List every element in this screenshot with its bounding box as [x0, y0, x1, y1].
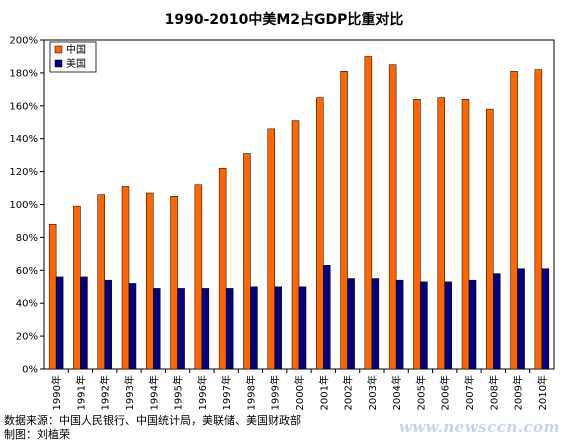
bar-usa	[517, 268, 525, 370]
bar-usa	[347, 278, 355, 370]
y-tick-label: 140%	[9, 134, 38, 145]
x-tick-label: 1996年	[196, 375, 209, 410]
bar-usa	[225, 288, 234, 370]
legend-label-china: 中国	[66, 43, 86, 56]
bar-china	[534, 69, 543, 370]
y-tick-label: 80%	[16, 233, 38, 244]
bar-usa	[55, 276, 64, 370]
y-tick-label: 60%	[16, 266, 38, 277]
y-tick-label: 20%	[16, 332, 38, 343]
legend-swatch-china	[54, 45, 63, 54]
x-tick-label: 1998年	[244, 375, 257, 410]
bar-china	[510, 71, 518, 370]
bar-usa	[274, 286, 282, 370]
bar-china	[291, 120, 300, 370]
bar-usa	[468, 279, 477, 370]
bar-usa	[298, 286, 307, 370]
bar-usa	[395, 279, 404, 370]
x-tick-label: 2006年	[439, 375, 452, 410]
y-tick-label: 40%	[16, 299, 38, 310]
bar-china	[461, 98, 470, 370]
x-tick-label: 2010年	[536, 375, 549, 410]
bar-china	[243, 153, 251, 370]
bar-usa	[177, 288, 185, 370]
x-tick-label: 1991年	[74, 375, 87, 410]
bar-china	[486, 108, 494, 370]
x-tick-label: 2005年	[414, 375, 427, 410]
x-tick-label: 1990年	[50, 375, 63, 410]
x-tick-label: 2003年	[366, 375, 379, 410]
bar-china	[364, 56, 373, 370]
x-tick-label: 1992年	[99, 375, 112, 410]
bar-usa	[420, 281, 428, 370]
y-tick-label: 100%	[9, 200, 38, 211]
x-tick-label: 2009年	[512, 375, 525, 410]
bar-usa	[541, 268, 550, 370]
x-tick-label: 1995年	[172, 375, 185, 410]
x-tick-label: 2001年	[317, 375, 330, 410]
y-tick-label: 180%	[9, 68, 38, 79]
y-tick-label: 200%	[9, 36, 38, 47]
x-tick-label: 1999年	[269, 375, 282, 410]
x-tick-label: 2000年	[293, 375, 306, 410]
bar-usa	[250, 286, 258, 370]
x-tick-label: 2004年	[390, 375, 403, 410]
bar-usa	[323, 265, 331, 370]
bar-china	[413, 98, 421, 370]
bar-usa	[444, 281, 452, 370]
bar-china	[437, 97, 445, 370]
bar-usa	[371, 278, 380, 370]
source-note: 数据来源：中国人民银行、中国统计局，美联储、美国财政部	[4, 414, 301, 427]
x-tick-label: 2007年	[463, 375, 476, 410]
bar-china	[340, 71, 348, 370]
x-tick-label: 2002年	[342, 375, 355, 410]
bar-usa	[104, 279, 112, 370]
legend: 中国 美国	[49, 41, 97, 73]
watermark: www.newsccn.com	[398, 418, 560, 436]
author-note: 制图：刘植荣	[4, 428, 70, 441]
y-tick-label: 0%	[22, 365, 38, 376]
bar-china	[388, 64, 397, 370]
x-tick-label: 1997年	[220, 375, 233, 410]
bar-china	[48, 223, 57, 370]
x-axis: 1990年 1991年 1992年 1993年 1994年 1995年 1996年 1997年…	[50, 369, 549, 410]
legend-swatch-usa	[54, 59, 63, 68]
bar-usa	[128, 283, 137, 370]
bar-usa	[493, 273, 501, 370]
bars	[48, 56, 550, 370]
chart-title: 1990-2010中美M2占GDP比重对比	[165, 11, 404, 28]
bar-china	[170, 196, 178, 370]
bar-china	[194, 184, 203, 370]
bar-china	[73, 205, 81, 370]
bar-china	[316, 97, 324, 370]
x-tick-label: 2008年	[487, 375, 500, 410]
bar-china	[97, 194, 105, 370]
bar-china	[146, 192, 154, 370]
y-axis: 0% 20% 40% 60% 80% 100% 120% 140% 160% 180% 200%	[9, 36, 44, 376]
y-tick-label: 120%	[9, 167, 38, 178]
bar-china	[267, 128, 275, 370]
bar-usa	[80, 276, 88, 370]
bar-china	[218, 168, 227, 370]
y-tick-label: 160%	[9, 101, 38, 112]
x-tick-label: 1994年	[147, 375, 160, 410]
legend-label-usa: 美国	[66, 57, 86, 70]
x-tick-label: 1993年	[123, 375, 136, 410]
bar-china	[121, 186, 130, 370]
bar-usa	[153, 288, 161, 370]
bar-usa	[201, 288, 210, 370]
